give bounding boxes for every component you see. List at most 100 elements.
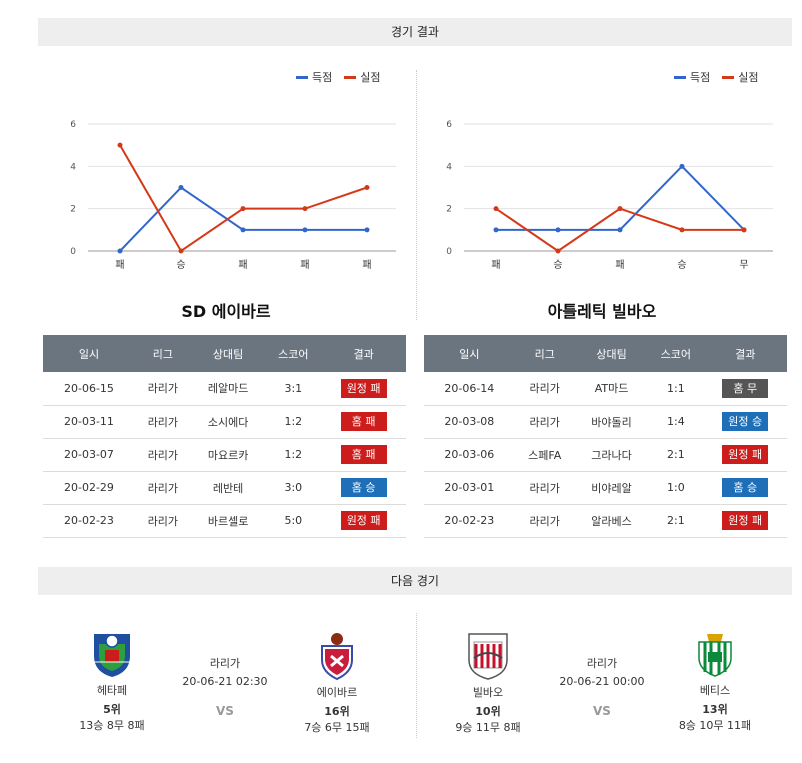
table-row: 20-06-15 라리가 레알마드 3:1 원정 패 <box>43 372 406 406</box>
column-header: 스코어 <box>265 335 322 372</box>
result-badge: 홈 패 <box>340 412 387 431</box>
conceded-swatch <box>344 75 357 79</box>
team-title-eibar: SD 에이바르 <box>181 302 271 321</box>
data-point <box>302 206 308 212</box>
match-league: 라리가 <box>514 372 575 406</box>
legend-conceded: 실점 <box>344 69 381 85</box>
data-point <box>117 142 123 148</box>
team-rank: 10위 <box>475 705 501 718</box>
match-score: 3:1 <box>265 372 322 406</box>
team-name: 베티스 <box>699 684 731 697</box>
next-away-team[interactable]: 베티스 13위 8승 10무 11패 <box>670 632 760 733</box>
data-point <box>364 185 370 190</box>
match-result: 홈 무 <box>703 372 787 406</box>
next-home-team[interactable]: 헤타페 5위 13승 8무 8패 <box>67 632 157 733</box>
column-header: 스코어 <box>648 335 704 372</box>
x-tick-label: 패 <box>300 259 309 271</box>
x-tick-label: 승 <box>677 259 686 271</box>
data-point <box>240 206 246 212</box>
match-date: 20-06-15 <box>43 372 135 406</box>
data-point <box>178 248 184 254</box>
legend-scored-label: 득점 <box>690 71 711 84</box>
match-opponent: 마요르카 <box>190 438 266 472</box>
next-home-team[interactable]: 빌바오 10위 9승 11무 8패 <box>443 632 533 735</box>
result-badge: 홈 승 <box>722 478 769 497</box>
eibar-form-chart: 0 2 4 6 패 승 패 패 패 <box>70 120 396 271</box>
x-tick-label: 무 <box>739 260 748 271</box>
y-tick-label: 6 <box>70 120 76 130</box>
data-point <box>555 248 561 254</box>
team-record: 7승 6무 15패 <box>304 721 370 734</box>
data-point <box>302 227 308 233</box>
match-league: 라리가 <box>134 405 191 439</box>
x-tick-label: 패 <box>491 259 500 271</box>
next-divider <box>416 613 417 738</box>
chart-divider <box>416 70 417 320</box>
table-row: 20-02-23 라리가 바르셀로 5:0 원정 패 <box>43 504 406 538</box>
table-header-row: 일시 리그 상대팀 스코어 결과 <box>424 335 787 372</box>
match-date: 20-03-08 <box>424 405 515 439</box>
betis-crest-icon <box>698 634 732 677</box>
match-result: 홈 패 <box>321 405 406 439</box>
next-section-header: 다음 경기 <box>38 567 792 595</box>
match-opponent: 소시에다 <box>190 405 266 439</box>
match-league: 라리가 <box>514 405 575 439</box>
result-badge: 원정 승 <box>722 412 769 431</box>
scored-swatch <box>296 75 308 79</box>
table-row: 20-03-07 라리가 마요르카 1:2 홈 패 <box>43 438 406 472</box>
bilbao-form-chart: 0 2 4 6 패 승 패 승 무 <box>446 120 773 271</box>
legend-left: 득점 실점 <box>296 69 381 85</box>
next-league: 라리가 <box>586 657 618 670</box>
data-point <box>617 206 623 212</box>
bilbao-crest-icon <box>468 633 508 680</box>
data-point <box>555 227 561 233</box>
legend-right: 득점 실점 <box>674 69 759 85</box>
result-badge: 원정 패 <box>722 511 769 530</box>
match-opponent: 레반테 <box>190 471 266 505</box>
match-league: 라리가 <box>134 471 191 505</box>
data-point <box>679 163 685 169</box>
legend-scored: 득점 <box>296 69 332 85</box>
match-date: 20-03-01 <box>424 471 515 505</box>
match-date: 20-03-11 <box>43 405 135 439</box>
team-rank: 16위 <box>324 705 350 718</box>
y-tick-label: 0 <box>70 247 76 257</box>
match-result: 원정 승 <box>703 405 787 439</box>
data-point <box>679 227 685 233</box>
y-tick-label: 2 <box>446 205 452 215</box>
match-score: 1:2 <box>265 438 322 472</box>
column-header: 일시 <box>424 335 515 372</box>
series-line-scored <box>496 164 745 231</box>
column-header: 상대팀 <box>190 335 266 372</box>
match-date: 20-03-06 <box>424 438 515 472</box>
match-league: 라리가 <box>514 504 575 538</box>
results-section-header: 경기 결과 <box>38 18 792 46</box>
match-score: 3:0 <box>265 471 322 505</box>
match-league: 라리가 <box>134 504 191 538</box>
match-result: 원정 패 <box>703 438 787 472</box>
match-score: 2:1 <box>648 438 704 472</box>
vs-label: VS <box>593 704 611 718</box>
match-date: 20-02-23 <box>424 504 515 538</box>
result-badge: 원정 패 <box>340 378 387 398</box>
legend-conceded: 실점 <box>722 69 759 85</box>
match-date: 20-02-29 <box>43 471 135 505</box>
team-rank: 13위 <box>702 703 728 716</box>
result-badge: 원정 패 <box>340 511 387 530</box>
match-opponent: 알라베스 <box>574 504 649 538</box>
match-date: 20-02-23 <box>43 504 135 538</box>
data-point <box>741 227 747 233</box>
team-title-bilbao: 아틀레틱 빌바오 <box>547 302 657 321</box>
team-record: 8승 10무 11패 <box>678 719 752 732</box>
legend-scored: 득점 <box>674 69 710 85</box>
table-row: 20-02-23 라리가 알라베스 2:1 원정 패 <box>424 504 787 538</box>
team-rank: 5위 <box>103 703 121 716</box>
table-row: 20-03-08 라리가 바야돌리 1:4 원정 승 <box>424 405 787 439</box>
match-opponent: 바야돌리 <box>574 405 649 439</box>
x-tick-label: 패 <box>238 259 247 271</box>
next-away-team[interactable]: 에이바르 16위 7승 6무 15패 <box>292 632 382 735</box>
next-match-info: 라리가 20-06-21 00:00 <box>547 655 657 688</box>
match-score: 2:1 <box>648 504 704 538</box>
result-badge: 홈 무 <box>722 378 769 398</box>
data-point <box>240 227 246 233</box>
